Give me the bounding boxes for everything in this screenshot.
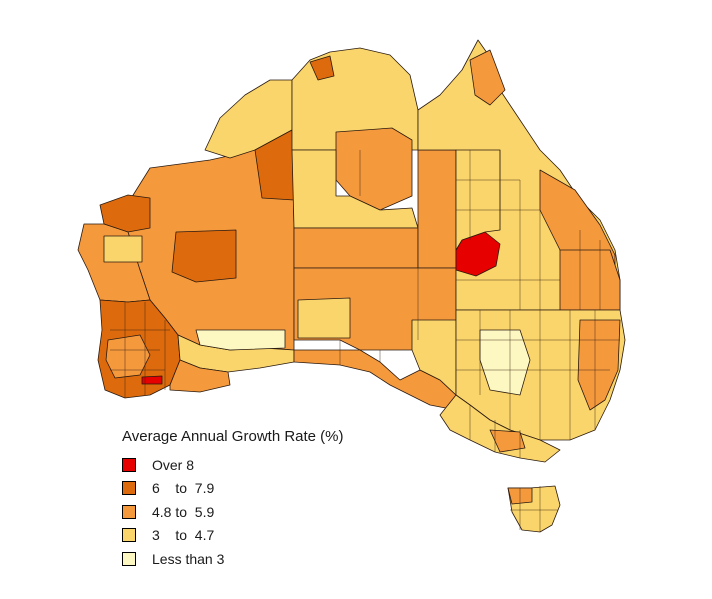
legend-title: Average Annual Growth Rate (%) — [122, 428, 344, 445]
region-qld-hotspot — [455, 231, 501, 277]
region-wa-esperance — [169, 359, 231, 393]
legend-label-6-to-7-9: 6 to 7.9 — [152, 480, 215, 497]
swatch-4-8-to-5-9 — [122, 504, 136, 519]
region-wa-gascoyne — [103, 235, 143, 263]
region-nt-darwin — [309, 55, 335, 81]
swatch-6-to-7-9 — [122, 481, 136, 496]
region-wa-perth — [105, 334, 151, 379]
region-nt-south — [293, 227, 419, 269]
legend-label-3-to-4-7: 3 to 4.7 — [152, 527, 215, 544]
legend-item-4-8-to-5-9: 4.8 to 5.9 — [122, 500, 382, 524]
region-qld-southeast — [559, 249, 621, 311]
legend-label-4-8-to-5-9: 4.8 to 5.9 — [152, 503, 215, 520]
region-wa-hotspot — [141, 375, 163, 385]
legend-item-less-than-3: Less than 3 — [122, 547, 382, 571]
legend-item-3-to-4-7: 3 to 4.7 — [122, 524, 382, 548]
swatch-less-than-3 — [122, 551, 136, 566]
district-lines — [110, 150, 620, 532]
swatch-over8 — [122, 457, 136, 472]
legend-label-less-than-3: Less than 3 — [152, 550, 225, 567]
region-wa-nullarbor — [195, 329, 286, 351]
region-nt-east — [417, 149, 457, 269]
swatch-3-to-4-7 — [122, 528, 136, 543]
region-nt-central — [335, 127, 413, 211]
region-nsw-coast — [577, 319, 621, 411]
legend-item-6-to-7-9: 6 to 7.9 — [122, 477, 382, 501]
region-vic-melbourne — [489, 429, 526, 453]
legend-label-over8: Over 8 — [152, 456, 195, 473]
region-sa-west — [297, 297, 351, 339]
region-qld-cape — [469, 49, 506, 106]
legend-item-over8: Over 8 — [122, 453, 382, 477]
region-wa-central — [171, 229, 237, 283]
map-legend: Average Annual Growth Rate (%) Over 8 6 … — [122, 428, 382, 571]
